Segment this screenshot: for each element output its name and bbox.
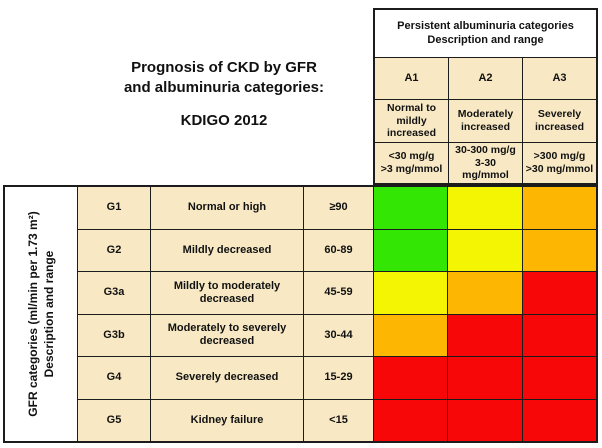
gfr-row-g2-description: Mildly decreased — [151, 229, 303, 271]
gfr-row-g5-description: Kidney failure — [151, 399, 303, 441]
risk-cell-g4-a3 — [522, 357, 596, 399]
gfr-row-g3b-description: Moderately to severely decreased — [151, 314, 303, 356]
albuminuria-col-a1-description: Normal to mildly increased — [375, 100, 448, 142]
gfr-row-g2-range: 60-89 — [304, 229, 373, 271]
albuminuria-categories-table: Persistent albuminuria categories Descri… — [373, 8, 598, 185]
title-line-3: KDIGO 2012 — [180, 111, 268, 129]
gfr-row-g2-code: G2 — [78, 229, 150, 271]
albuminuria-col-a3-range: >300 mg/g >30 mg/mmol — [523, 143, 596, 183]
gfr-row-g3a-code: G3a — [78, 272, 150, 314]
risk-cell-g1-a3 — [522, 187, 596, 229]
gfr-row-g3a-description: Mildly to moderately decreased — [151, 272, 303, 314]
risk-cell-g5-a3 — [522, 399, 596, 441]
albuminuria-col-a3-description: Severely increased — [523, 100, 596, 142]
albuminuria-col-a3-code: A3 — [523, 58, 596, 99]
risk-cell-g3b-a3 — [522, 314, 596, 356]
albuminuria-col-a1-code: A1 — [375, 58, 448, 99]
gfr-axis-title-text: GFR categories (ml/min per 1.73 m²) Desc… — [6, 189, 76, 439]
albuminuria-col-a2-code: A2 — [449, 58, 522, 99]
gfr-row-g3b-range: 30-44 — [304, 314, 373, 356]
gfr-row-g4-range: 15-29 — [304, 357, 373, 399]
title-line-2: and albuminuria categories: — [123, 79, 325, 97]
risk-cell-g3b-a2 — [448, 314, 522, 356]
gfr-row-g4-code: G4 — [78, 357, 150, 399]
albuminuria-axis-title-line-1: Persistent albuminuria categories — [397, 20, 574, 33]
gfr-row-g4-description: Severely decreased — [151, 357, 303, 399]
gfr-axis-title-line-2: Description and range — [42, 250, 56, 378]
risk-cell-g2-a2 — [448, 229, 522, 271]
risk-cell-g4-a1 — [374, 357, 448, 399]
risk-cell-g2-a3 — [522, 229, 596, 271]
gfr-row-g5-range: <15 — [304, 399, 373, 441]
albuminuria-axis-title-line-2: Description and range — [427, 33, 544, 46]
gfr-row-g5-code: G5 — [78, 399, 150, 441]
title-line-1: Prognosis of CKD by GFR — [131, 59, 317, 76]
risk-cell-g3a-a1 — [374, 272, 448, 314]
gfr-row-g3a-range: 45-59 — [304, 272, 373, 314]
albuminuria-col-a2-range: 30-300 mg/g 3-30 mg/mmol — [449, 143, 522, 183]
risk-cell-g3b-a1 — [374, 314, 448, 356]
gfr-axis-title-line-1: GFR categories (ml/min per 1.73 m²) — [25, 211, 40, 417]
risk-cell-g4-a2 — [448, 357, 522, 399]
risk-cell-g1-a1 — [374, 187, 448, 229]
gfr-row-g1-description: Normal or high — [151, 187, 303, 229]
figure-title: Prognosis of CKD by GFR and albuminuria … — [78, 58, 370, 131]
risk-cell-g3a-a3 — [522, 272, 596, 314]
gfr-axis-title: GFR categories (ml/min per 1.73 m²) Desc… — [5, 187, 77, 441]
gfr-risk-matrix: GFR categories (ml/min per 1.73 m²) Desc… — [3, 185, 598, 443]
gfr-row-g3b-code: G3b — [78, 314, 150, 356]
gfr-row-g1-code: G1 — [78, 187, 150, 229]
risk-cell-g1-a2 — [448, 187, 522, 229]
risk-cell-g5-a2 — [448, 399, 522, 441]
risk-cell-g2-a1 — [374, 229, 448, 271]
albuminuria-col-a1-range: <30 mg/g >3 mg/mmol — [375, 143, 448, 183]
risk-cell-g5-a1 — [374, 399, 448, 441]
risk-cell-g3a-a2 — [448, 272, 522, 314]
gfr-row-g1-range: ≥90 — [304, 187, 373, 229]
albuminuria-axis-title: Persistent albuminuria categories Descri… — [375, 10, 596, 57]
albuminuria-col-a2-description: Moderately increased — [449, 100, 522, 142]
